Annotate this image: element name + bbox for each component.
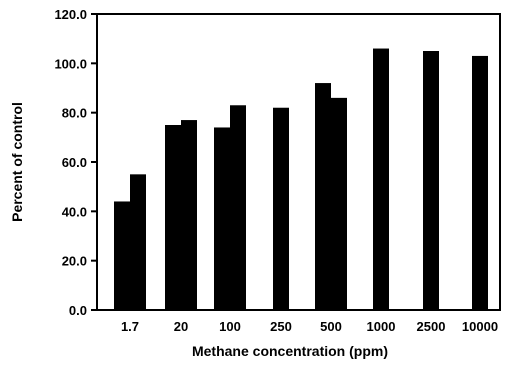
x-tick-label: 20: [174, 319, 188, 334]
bar: [315, 83, 331, 310]
bar: [130, 174, 146, 310]
y-tick-label: 80.0: [62, 106, 87, 121]
bar: [114, 201, 130, 310]
bar: [165, 125, 181, 310]
bar: [472, 55, 488, 310]
bar: [230, 105, 246, 311]
x-tick-label: 500: [320, 319, 342, 334]
x-tick-label: 250: [270, 319, 292, 334]
bar: [423, 51, 439, 310]
bars-layer: [114, 48, 488, 311]
x-tick-label: 10000: [462, 319, 498, 334]
x-tick-label: 100: [219, 319, 241, 334]
y-tick-label: 20.0: [62, 254, 87, 269]
y-axis-label: Percent of control: [9, 102, 25, 222]
y-tick-label: 100.0: [54, 56, 87, 71]
bar: [373, 48, 389, 311]
x-tick-label: 1.7: [121, 319, 139, 334]
y-tick-label: 120.0: [54, 7, 87, 22]
bar: [331, 97, 347, 310]
y-tick-label: 0.0: [69, 303, 87, 318]
y-tick-label: 40.0: [62, 204, 87, 219]
x-axis: 1.7 20 100 250 500 1000 2500 10000: [121, 319, 498, 334]
bar: [181, 120, 197, 310]
y-tick-label: 60.0: [62, 155, 87, 170]
bar: [214, 127, 230, 310]
x-tick-label: 1000: [367, 319, 396, 334]
plot-frame: [96, 13, 501, 311]
x-tick-label: 2500: [417, 319, 446, 334]
y-axis: 0.0 20.0 40.0 60.0 80.0 100.0 120.0: [54, 7, 97, 318]
x-axis-label: Methane concentration (ppm): [192, 343, 388, 359]
bar: [273, 107, 289, 310]
